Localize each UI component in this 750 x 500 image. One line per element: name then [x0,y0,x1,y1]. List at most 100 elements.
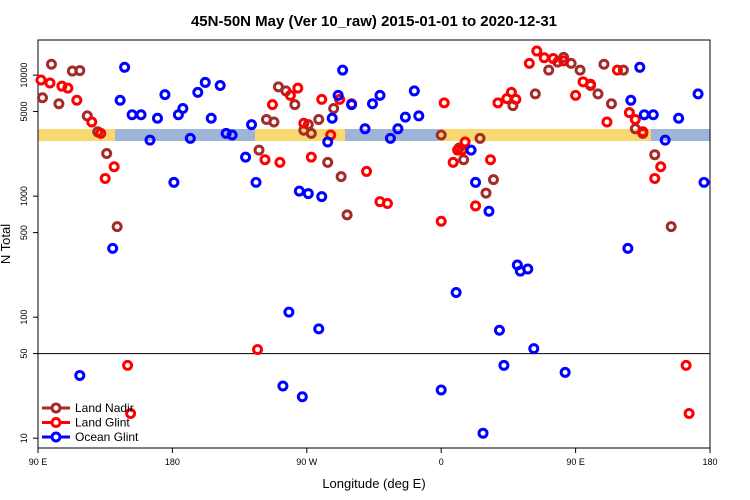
point [337,64,349,76]
point [305,127,317,139]
point [341,209,353,221]
point [592,88,604,100]
point [435,384,447,396]
point [623,107,635,119]
point [284,89,296,101]
point [692,88,704,100]
point [638,109,650,121]
point [346,99,358,111]
point [359,123,371,135]
point [268,116,280,128]
point [199,76,211,88]
point [313,323,325,335]
x-tick-label: 0 [439,457,444,467]
point [655,161,667,173]
point [313,113,325,125]
point [101,148,113,160]
point [335,171,347,183]
point [122,359,134,371]
y-tick-label: 50 [19,349,29,359]
point [438,97,450,109]
point [274,156,286,168]
point [477,427,489,439]
point [99,172,111,184]
point [135,109,147,121]
point [558,55,570,67]
point [459,136,471,148]
point [266,99,278,111]
point [392,123,404,135]
point [328,102,340,114]
x-tick-label: 90 W [296,457,318,467]
point [470,200,482,212]
legend-label: Ocean Glint [75,430,139,444]
point [289,99,301,111]
point [226,129,238,141]
point [458,154,470,166]
x-tick-label: 180 [165,457,180,467]
point [381,197,393,209]
point [74,369,86,381]
point [168,176,180,188]
point [673,112,685,124]
point [107,242,119,254]
point [698,176,710,188]
point [108,161,120,173]
point [220,127,232,139]
point [361,165,373,177]
point [522,263,534,275]
point [435,129,447,141]
point [253,144,265,156]
point [292,82,304,94]
point [547,53,559,65]
point [322,136,334,148]
point [44,77,56,89]
point [649,149,661,161]
legend-marker [50,402,62,414]
point [634,61,646,73]
point [528,343,540,355]
point [617,64,629,76]
point [680,359,692,371]
legend-label: Land Glint [75,416,130,430]
point [649,172,661,184]
point [574,64,586,76]
point [625,94,637,106]
point [126,109,138,121]
point [559,366,571,378]
point [86,116,98,128]
x-axis-title: Longitude (deg E) [322,476,425,491]
point [452,144,464,156]
point [529,88,541,100]
point [493,324,505,336]
point [322,156,334,168]
point [484,154,496,166]
point [367,98,379,110]
y-tick-label: 100 [19,310,29,325]
point [326,112,338,124]
y-tick-label: 1000 [19,186,29,206]
point [62,82,74,94]
point [205,112,217,124]
point [36,92,48,104]
point [74,65,86,77]
point [601,116,613,128]
point [510,93,522,105]
point [483,205,495,217]
point [570,89,582,101]
point [538,52,550,64]
point [585,78,597,90]
point [35,74,47,86]
point [95,127,107,139]
point [543,64,555,76]
point [111,221,123,233]
point [277,380,289,392]
legend-label: Land Nadir [75,401,134,415]
point [450,286,462,298]
point [177,102,189,114]
point [259,154,271,166]
point [192,86,204,98]
point [240,151,252,163]
point [316,191,328,203]
